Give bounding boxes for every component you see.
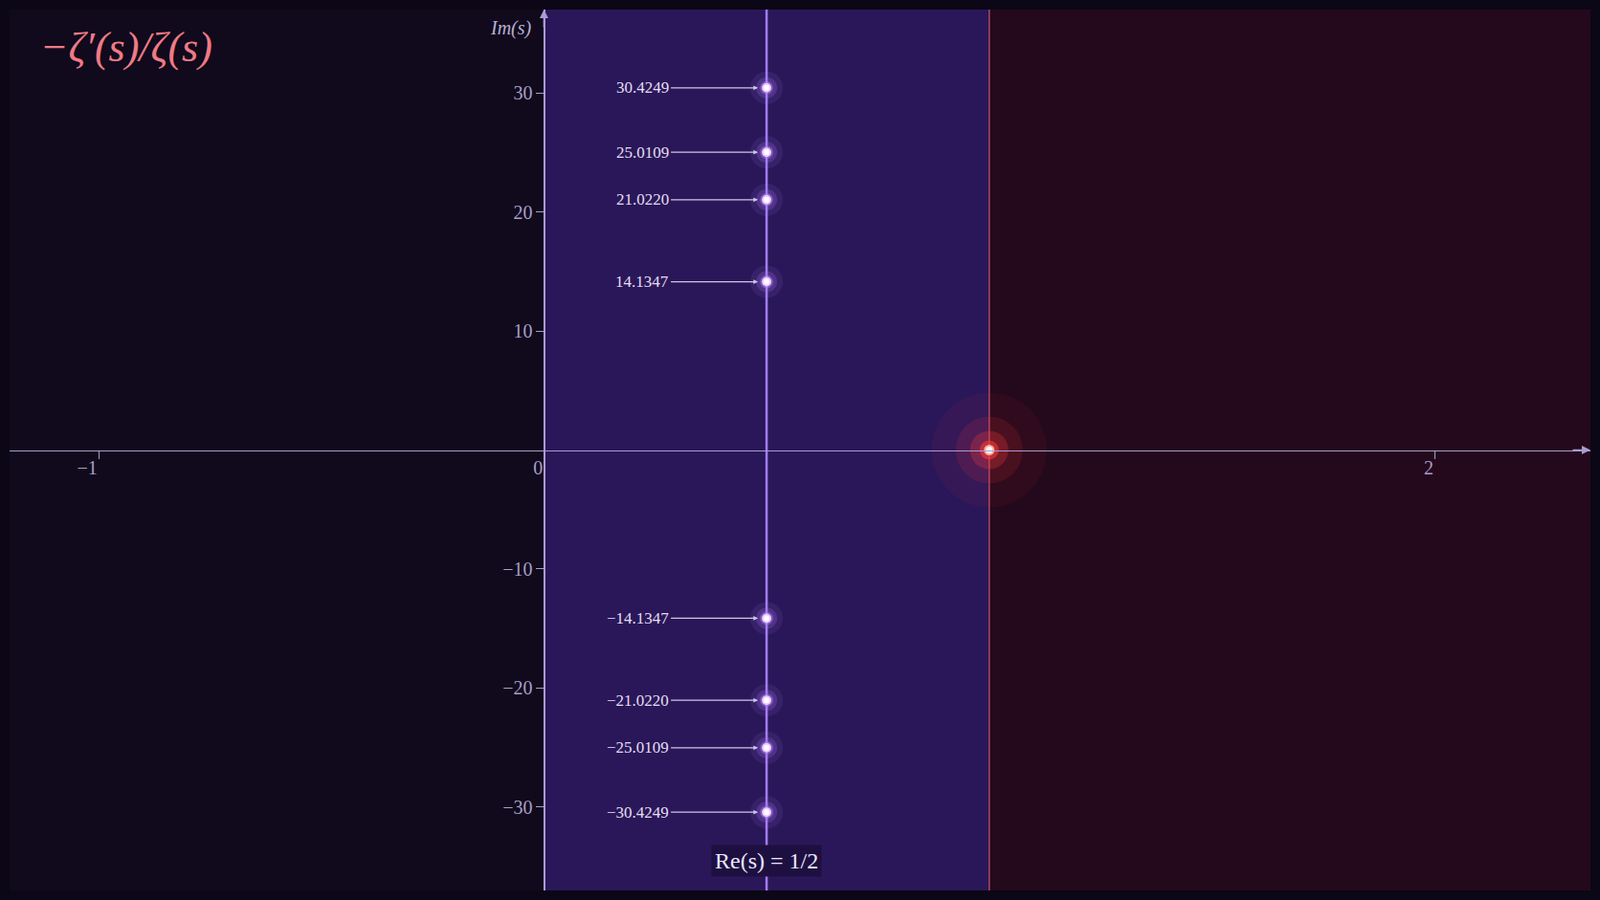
- svg-text:21.0220: 21.0220: [616, 190, 669, 209]
- svg-text:Im(s): Im(s): [489, 17, 533, 40]
- svg-text:−30: −30: [502, 797, 533, 819]
- svg-text:10: 10: [512, 320, 533, 342]
- svg-text:30: 30: [512, 82, 533, 104]
- svg-text:30.4249: 30.4249: [616, 78, 669, 97]
- svg-text:−25.0109: −25.0109: [606, 738, 669, 757]
- svg-text:−21.0220: −21.0220: [606, 691, 669, 711]
- svg-text:−10: −10: [502, 558, 533, 580]
- svg-text:25.0109: 25.0109: [616, 143, 669, 162]
- svg-text:−1: −1: [77, 457, 98, 479]
- svg-text:2: 2: [1423, 457, 1434, 479]
- svg-text:20: 20: [512, 201, 533, 223]
- svg-text:−ζ′(s)/ζ(s): −ζ′(s)/ζ(s): [40, 23, 213, 71]
- svg-text:0: 0: [533, 457, 543, 479]
- svg-text:14.1347: 14.1347: [615, 272, 669, 291]
- svg-text:−30.4249: −30.4249: [606, 803, 669, 823]
- svg-text:−20: −20: [502, 677, 533, 699]
- svg-text:Re(s) = 1/2: Re(s) = 1/2: [714, 848, 819, 874]
- svg-text:−14.1347: −14.1347: [606, 609, 669, 628]
